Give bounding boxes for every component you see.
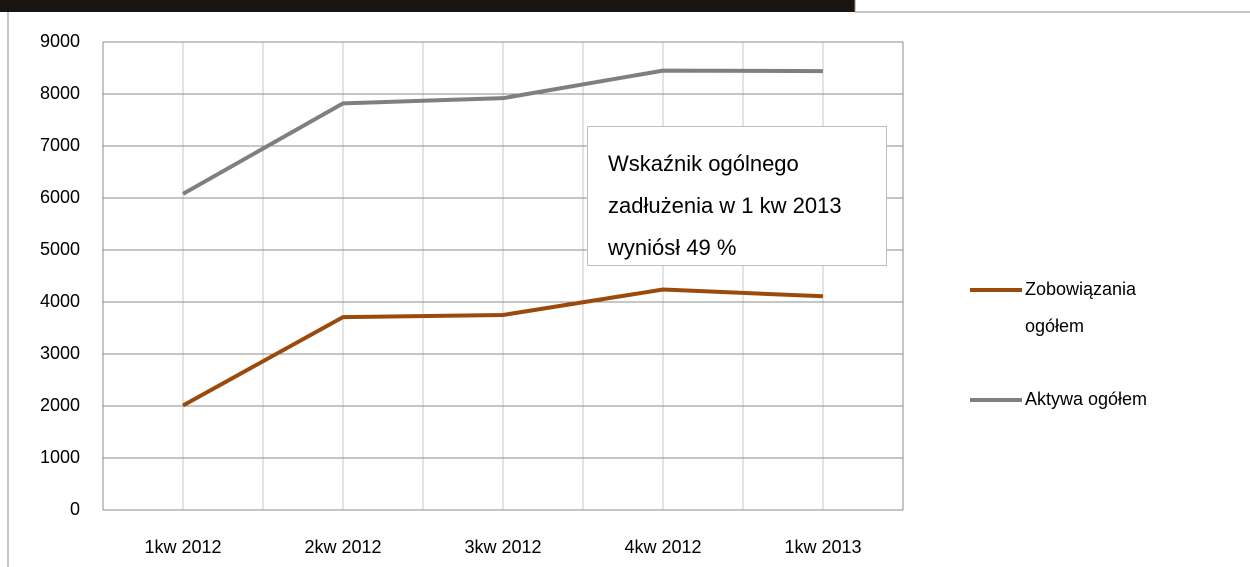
legend-label: Zobowiązania ogółem (1025, 279, 1137, 336)
y-tick-label: 9000 (40, 31, 80, 51)
x-tick-label: 2kw 2012 (304, 537, 381, 557)
x-tick-label: 1kw 2012 (144, 537, 221, 557)
legend-label: Aktywa ogółem (1025, 389, 1148, 409)
y-tick-label: 0 (70, 499, 80, 519)
y-tick-label: 1000 (40, 447, 80, 467)
y-tick-label: 8000 (40, 83, 80, 103)
y-tick-label: 2000 (40, 395, 80, 415)
x-tick-label: 4kw 2012 (624, 537, 701, 557)
line-series (182, 287, 824, 408)
line-series (182, 68, 824, 196)
y-tick-label: 5000 (40, 239, 80, 259)
header-strip (0, 0, 855, 12)
x-tick-label: 1kw 2013 (784, 537, 861, 557)
y-tick-label: 6000 (40, 187, 80, 207)
x-tick-label: 3kw 2012 (464, 537, 541, 557)
y-tick-label: 4000 (40, 291, 80, 311)
y-tick-label: 3000 (40, 343, 80, 363)
y-tick-label: 7000 (40, 135, 80, 155)
annotation: Wskaźnik ogólnego zadłużenia w 1 kw 2013… (587, 126, 887, 266)
